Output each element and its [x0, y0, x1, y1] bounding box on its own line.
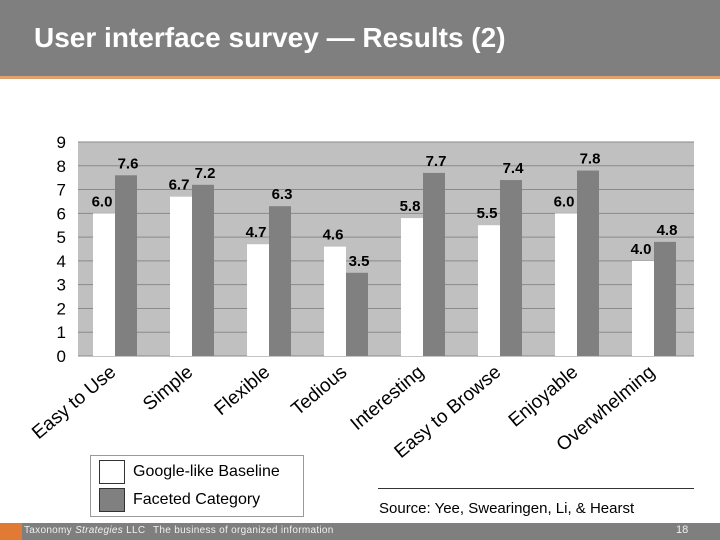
slide-header — [0, 0, 720, 76]
x-tick-label: Tedious — [288, 362, 352, 420]
y-tick-label: 3 — [57, 276, 66, 295]
bar-faceted — [577, 170, 599, 356]
bar-faceted — [192, 184, 214, 356]
data-label-baseline: 5.5 — [477, 205, 498, 222]
footer-brand-llc: LLC — [123, 525, 146, 536]
bar-faceted — [115, 175, 137, 356]
x-tick-label: Simple — [139, 362, 197, 415]
y-tick-label: 9 — [57, 133, 66, 152]
y-tick-label: 7 — [57, 181, 66, 200]
data-label-faceted: 7.2 — [195, 165, 216, 182]
y-tick-label: 8 — [57, 157, 66, 176]
legend-swatch-baseline — [99, 460, 125, 484]
bar-faceted — [500, 180, 522, 356]
legend-item-baseline: Google-like Baseline — [99, 459, 280, 485]
slide-footer: Taxonomy Strategies LLC The business of … — [0, 523, 720, 540]
x-tick-label: Enjoyable — [505, 362, 582, 432]
data-label-baseline: 6.7 — [169, 177, 190, 194]
x-axis-labels: Easy to Use Simple Flexible TediousInterest… — [28, 362, 659, 463]
bar-faceted — [654, 241, 676, 356]
y-tick-label: 0 — [57, 347, 66, 366]
data-label-faceted: 7.7 — [426, 153, 447, 170]
bar-faceted — [423, 172, 445, 356]
data-label-faceted: 7.6 — [118, 155, 139, 172]
data-label-baseline: 4.6 — [323, 227, 344, 244]
bar-baseline — [170, 196, 192, 356]
data-label-baseline: 4.0 — [631, 241, 652, 258]
footer-tagline: The business of organized information — [153, 525, 334, 536]
x-tick-label: Flexible — [211, 362, 275, 420]
data-label-faceted: 7.4 — [503, 160, 525, 177]
y-tick-label: 2 — [57, 299, 66, 318]
data-labels: 6.0 7.6 6.7 7.2 4.7 6.3 4.6 3.5 5.8 7.7 5.5 7.4 6.0 7… — [92, 151, 678, 270]
data-label-baseline: 6.0 — [554, 193, 575, 210]
bar-baseline — [401, 218, 423, 356]
bar-faceted — [269, 206, 291, 356]
y-tick-label: 4 — [57, 252, 66, 271]
bar-baseline — [93, 213, 115, 356]
y-tick-label: 1 — [57, 323, 66, 342]
legend-swatch-faceted — [99, 488, 125, 512]
data-label-faceted: 7.8 — [580, 151, 601, 168]
footer-accent-square — [0, 523, 22, 540]
data-label-faceted: 4.8 — [657, 222, 678, 239]
data-label-baseline: 4.7 — [246, 224, 267, 241]
footer-brand-name: Taxonomy — [24, 525, 76, 536]
source-citation: Source: Yee, Swearingen, Li, & Hearst — [379, 500, 635, 517]
source-divider — [378, 488, 694, 489]
legend-label-baseline: Google-like Baseline — [133, 463, 280, 480]
header-accent-line — [0, 76, 720, 79]
y-tick-label: 6 — [57, 204, 66, 223]
bar-baseline — [324, 246, 346, 356]
y-tick-label: 5 — [57, 228, 66, 247]
bar-faceted — [346, 272, 368, 356]
legend-label-faceted: Faceted Category — [133, 491, 261, 508]
data-label-baseline: 6.0 — [92, 193, 113, 210]
chart-legend: Google-like Baseline Faceted Category — [90, 455, 304, 517]
bar-baseline — [632, 260, 654, 356]
footer-brand: Taxonomy Strategies LLC — [24, 525, 145, 536]
x-tick-label: Interesting — [347, 362, 428, 435]
bars — [93, 170, 676, 356]
page-number: 18 — [676, 524, 689, 536]
x-tick-label: Easy to Use — [28, 362, 120, 444]
slide-title: User interface survey — Results (2) — [34, 22, 506, 53]
legend-item-faceted: Faceted Category — [99, 487, 260, 513]
data-label-faceted: 3.5 — [349, 253, 370, 270]
bar-baseline — [555, 213, 577, 356]
bar-baseline — [247, 244, 269, 356]
bar-baseline — [478, 225, 500, 356]
data-label-baseline: 5.8 — [400, 198, 421, 215]
footer-brand-strategies: Strategies — [75, 525, 124, 536]
data-label-faceted: 6.3 — [272, 186, 293, 203]
y-axis-ticks: 0 1 2 3 4 5 6 7 8 9 — [57, 133, 66, 366]
